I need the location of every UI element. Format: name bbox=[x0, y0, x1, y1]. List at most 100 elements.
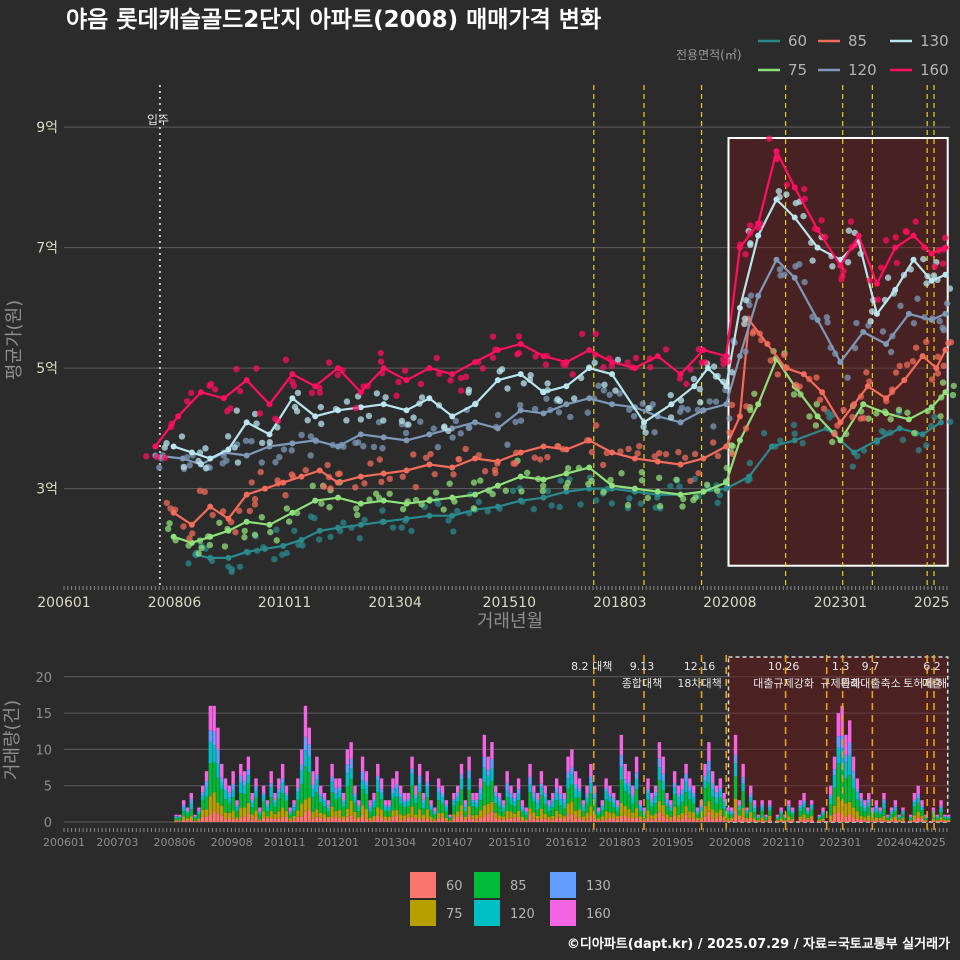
volume-bar-segment bbox=[916, 817, 920, 822]
volume-bar-segment bbox=[893, 810, 898, 817]
volume-bar-segment bbox=[513, 806, 517, 814]
volume-bar-segment bbox=[353, 811, 357, 818]
highlight-box bbox=[727, 137, 949, 567]
volume-bar-segment bbox=[208, 741, 213, 764]
volume-bar-segment bbox=[383, 810, 388, 817]
volume-bar-segment bbox=[277, 811, 281, 819]
volume-bar-segment bbox=[471, 802, 475, 807]
volume-bar-segment bbox=[353, 793, 357, 797]
volume-bar-segment bbox=[490, 780, 494, 802]
data-point bbox=[399, 505, 407, 513]
volume-bar-segment bbox=[878, 814, 882, 818]
series-point bbox=[380, 518, 387, 525]
volume-bar-segment bbox=[242, 816, 247, 822]
data-point bbox=[638, 477, 646, 484]
data-point bbox=[909, 358, 917, 365]
volume-bar-segment bbox=[227, 785, 232, 793]
volume-bar-segment bbox=[296, 810, 300, 817]
data-point bbox=[318, 420, 325, 428]
volume-bar-segment bbox=[448, 814, 452, 817]
volume-bar-segment bbox=[269, 817, 273, 822]
data-point bbox=[509, 487, 517, 495]
data-point bbox=[251, 410, 259, 418]
volume-bar-segment bbox=[608, 785, 612, 794]
x-tick-label: 200601 bbox=[37, 595, 90, 611]
volume-bar-segment bbox=[752, 800, 757, 806]
series-point bbox=[723, 443, 730, 450]
data-point bbox=[904, 409, 911, 416]
volume-bar-segment bbox=[631, 803, 635, 813]
series-point bbox=[677, 371, 684, 378]
volume-bar-segment bbox=[863, 800, 867, 806]
policy-date-label: 10.26 bbox=[768, 660, 800, 673]
volume-bar-segment bbox=[946, 819, 951, 822]
data-point bbox=[923, 442, 930, 449]
series-point bbox=[942, 347, 949, 354]
legend-label: 60 bbox=[788, 32, 807, 50]
volume-bar-segment bbox=[482, 756, 487, 768]
data-point bbox=[434, 443, 442, 451]
volume-bar-segment bbox=[943, 817, 947, 820]
volume-bar-segment bbox=[398, 814, 403, 820]
series-point bbox=[837, 262, 844, 269]
volume-bar-segment bbox=[870, 818, 875, 821]
data-point bbox=[256, 410, 264, 417]
volume-bar-segment bbox=[330, 781, 334, 793]
volume-bar-segment bbox=[730, 807, 734, 811]
volume-bar-segment bbox=[707, 770, 711, 783]
volume-bar-segment bbox=[513, 798, 517, 802]
volume-bar-segment bbox=[665, 792, 669, 799]
volume-bar-segment bbox=[684, 773, 688, 782]
volume-bar-segment bbox=[501, 811, 506, 817]
data-point bbox=[555, 409, 563, 416]
volume-bar-segment bbox=[726, 813, 730, 819]
volume-bar-segment bbox=[364, 818, 369, 822]
volume-bar-segment bbox=[935, 817, 939, 821]
volume-bar-segment bbox=[501, 800, 506, 805]
volume-bar-segment bbox=[303, 736, 308, 751]
volume-chart: 8.2 대책 9.13종합대책12.1618차대책10.26대출규제강화1.3규제… bbox=[2, 655, 951, 849]
volume-bar-segment bbox=[703, 788, 707, 806]
x-tick-label: 200806 bbox=[148, 595, 202, 611]
series-point bbox=[586, 437, 593, 444]
series-point bbox=[298, 473, 305, 480]
volume-bar-segment bbox=[608, 801, 612, 813]
series-point bbox=[316, 467, 323, 474]
volume-bar-segment bbox=[749, 797, 753, 803]
data-point bbox=[343, 398, 351, 405]
series-point bbox=[736, 437, 743, 444]
data-point bbox=[441, 423, 448, 430]
volume-bar-segment bbox=[695, 810, 700, 812]
legend-label: 75 bbox=[788, 61, 807, 79]
volume-bar-segment bbox=[798, 816, 802, 821]
volume-bar-segment bbox=[265, 804, 270, 808]
volume-bar-segment bbox=[265, 816, 270, 819]
data-point bbox=[504, 441, 511, 448]
volume-bar-segment bbox=[360, 771, 365, 781]
series-point bbox=[449, 512, 456, 519]
data-point bbox=[887, 416, 894, 423]
data-point bbox=[422, 454, 430, 461]
data-point bbox=[599, 461, 607, 469]
volume-bar-segment bbox=[547, 804, 551, 807]
data-point bbox=[163, 439, 170, 447]
volume-bar-segment bbox=[368, 808, 372, 812]
data-point bbox=[838, 276, 845, 283]
volume-bar-segment bbox=[581, 800, 586, 805]
volume-bar-segment bbox=[893, 816, 898, 820]
volume-bar-segment bbox=[779, 818, 783, 821]
volume-bar-segment bbox=[688, 799, 692, 812]
volume-bar-segment bbox=[764, 821, 768, 822]
volume-bar-segment bbox=[787, 816, 791, 821]
data-point bbox=[548, 502, 555, 509]
series-point bbox=[768, 443, 775, 450]
series-point bbox=[152, 443, 159, 450]
volume-bar-segment bbox=[539, 808, 544, 819]
data-point bbox=[712, 398, 720, 405]
volume-bar-segment bbox=[174, 820, 178, 821]
data-point bbox=[185, 560, 192, 567]
volume-bar-segment bbox=[433, 820, 437, 822]
volume-bar-segment bbox=[646, 810, 650, 818]
series-point bbox=[188, 449, 195, 456]
series-point bbox=[942, 271, 949, 278]
